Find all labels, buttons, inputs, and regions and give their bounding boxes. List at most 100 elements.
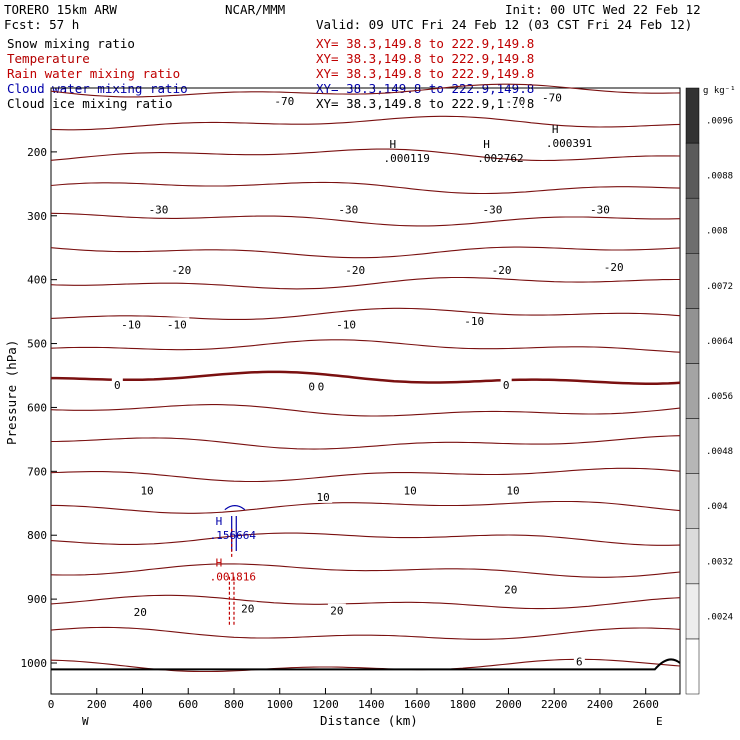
max-marker: H <box>390 138 397 151</box>
colorbar-tick-label: .004 <box>706 502 728 512</box>
y-tick-label: 700 <box>27 465 47 478</box>
axes: 0 200 400 600 800 1000 1200 1400 1600 1800 2000 220… <box>21 146 659 711</box>
contour-label-bg <box>118 317 144 331</box>
y-tick-label: 400 <box>27 274 47 287</box>
y-tick-label: 300 <box>27 210 47 223</box>
colorbar-swatch <box>685 308 700 364</box>
y-tick-label: 600 <box>27 401 47 414</box>
y-tick-label: 1000 <box>21 657 48 670</box>
x-tick-label: 1200 <box>312 698 339 711</box>
x-tick-label: 1800 <box>449 698 476 711</box>
contour-label-bg <box>131 604 150 618</box>
x-tick-label: 1400 <box>358 698 385 711</box>
contour-label-bg <box>138 483 157 497</box>
colorbar-swatch <box>685 418 700 474</box>
temperature-contour <box>51 435 681 450</box>
field-temperature: Temperature <box>7 51 90 66</box>
contour-label: 20 <box>134 606 147 619</box>
contour-label: -30 <box>483 203 503 216</box>
contour-label: -10 <box>464 315 484 328</box>
contour-label-bg <box>164 317 190 331</box>
contour-label-bg <box>587 202 613 216</box>
contour-label-bg <box>461 314 487 328</box>
y-tick-label: 900 <box>27 593 47 606</box>
contour-label-bg <box>327 603 346 617</box>
temperature-contour <box>50 181 681 195</box>
contour-label-bg <box>601 259 627 273</box>
max-marker: H <box>216 556 223 569</box>
y-tick-label: 800 <box>27 529 47 542</box>
contour-label-bg <box>489 263 515 277</box>
contour-label-bg <box>315 379 327 393</box>
colorbar-swatch <box>685 583 700 640</box>
colorbar-swatch <box>685 363 700 419</box>
colorbar-swatch <box>685 253 700 309</box>
x-tick-label: 1600 <box>404 698 431 711</box>
contour-label: 10 <box>403 485 416 498</box>
contour-label: 0 <box>308 380 315 393</box>
org-title: NCAR/MMM <box>225 2 285 17</box>
y-axis-label: Pressure (hPa) <box>4 340 19 445</box>
x-tick-label: 600 <box>178 698 198 711</box>
max-marker: H <box>483 138 490 151</box>
y-tick-label: 500 <box>27 338 47 351</box>
max-value: .000391 <box>546 137 592 150</box>
contour-label-bg <box>111 378 123 392</box>
x-tick-label: 2600 <box>632 698 659 711</box>
temperature-contour <box>50 626 681 640</box>
xy-line-list: XY= 38.3,149.8 to 222.9,149.8 XY= 38.3,14… <box>316 36 534 111</box>
xy-line: XY= 38.3,149.8 to 222.9,149.8 <box>316 36 534 51</box>
y-tick-label: 200 <box>27 146 47 159</box>
temperature-contour <box>50 339 681 353</box>
contour-label: -20 <box>604 261 624 274</box>
contour-label-bg <box>502 93 528 107</box>
contour-label: -70 <box>274 95 294 108</box>
contour-label: 20 <box>330 605 343 618</box>
colorbar-swatch <box>685 528 700 585</box>
field-rain: Rain water mixing ratio <box>7 66 180 81</box>
contour-label-bg <box>504 483 523 497</box>
contour-label: 0 <box>318 380 325 393</box>
colorbar-tick-label: .008 <box>706 227 728 237</box>
contour-label-bg <box>314 489 333 503</box>
max-marker: H <box>552 123 559 136</box>
max-value: .002762 <box>477 152 523 165</box>
contour-label-bg <box>500 378 512 392</box>
temperature-contour <box>50 148 681 162</box>
colorbar-tick-label: .0048 <box>706 447 733 457</box>
colorbar-tick-label: .0032 <box>706 557 733 567</box>
x-tick-label: 400 <box>133 698 153 711</box>
rain-contour <box>228 528 235 627</box>
temperature-contour <box>50 212 681 227</box>
colorbar-tick-label: .0096 <box>706 117 733 127</box>
contour-label: 20 <box>241 603 254 616</box>
temperature-contour <box>51 500 681 514</box>
contour-label-bg <box>146 202 172 216</box>
temperature-contour <box>50 532 681 546</box>
temperature-contour <box>50 246 681 259</box>
temperature-contour <box>50 467 681 483</box>
contour-label: -10 <box>167 318 187 331</box>
contour-label: 20 <box>504 584 517 597</box>
x-tick-label: 2400 <box>587 698 614 711</box>
terrain-line <box>51 658 681 671</box>
contour-label-bg <box>306 379 318 393</box>
east-label: E <box>656 715 663 728</box>
x-tick-label: 0 <box>48 698 55 711</box>
field-snow: Snow mixing ratio <box>7 36 135 51</box>
max-value: .001816 <box>210 570 256 583</box>
temperature-contour <box>50 404 681 417</box>
temperature-contour <box>50 83 681 98</box>
contour-label: -70 <box>542 92 562 105</box>
colorbar-tick-label: .0056 <box>706 392 733 402</box>
contour-label: -10 <box>121 318 141 331</box>
contour-label: -20 <box>345 264 365 277</box>
colorbar-swatch <box>685 87 700 144</box>
field-cloud-ice: Cloud ice mixing ratio <box>7 96 173 111</box>
contour-label-bg <box>573 654 585 668</box>
xy-line: XY= 38.3,149.8 to 222.9,149.8 <box>316 66 534 81</box>
contour-label-bg <box>238 601 257 615</box>
max-value: .000119 <box>384 152 430 165</box>
contour-label-bg <box>401 483 420 497</box>
